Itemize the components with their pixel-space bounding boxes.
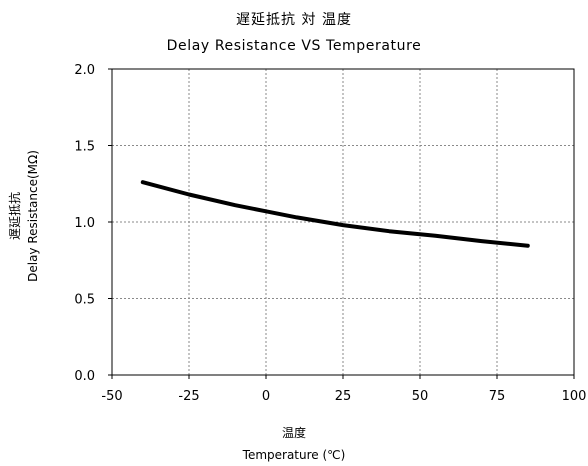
x-tick-label: 25 bbox=[335, 389, 352, 404]
y-tick-label: 1.5 bbox=[74, 140, 95, 155]
x-tick-label: -50 bbox=[101, 389, 122, 404]
y-tick-label: 0.0 bbox=[74, 369, 95, 384]
x-tick-label: 100 bbox=[562, 389, 587, 404]
x-tick-label: 75 bbox=[489, 389, 506, 404]
tick-labels: -50 -25 0 25 50 75 100 0.0 0.5 1.0 1.5 2.0 bbox=[74, 63, 586, 404]
series-group bbox=[140, 180, 530, 248]
grid bbox=[112, 69, 574, 375]
x-tick-label: -25 bbox=[178, 389, 199, 404]
y-tick-label: 1.0 bbox=[74, 216, 95, 231]
chart-title: 遅延抵抗 対 温度 bbox=[236, 12, 352, 28]
x-tick-label: 50 bbox=[412, 389, 429, 404]
chart-subtitle: Delay Resistance VS Temperature bbox=[166, 38, 422, 54]
x-axis-label-jp: 温度 bbox=[281, 426, 306, 440]
series-line bbox=[140, 180, 530, 248]
x-tick-label: 0 bbox=[262, 389, 270, 404]
x-axis-label-en: Temperature (℃) bbox=[242, 448, 346, 462]
x-axis-label: 温度 Temperature (℃) bbox=[0, 422, 588, 466]
y-tick-label: 2.0 bbox=[74, 63, 95, 78]
y-tick-label: 0.5 bbox=[74, 293, 95, 308]
